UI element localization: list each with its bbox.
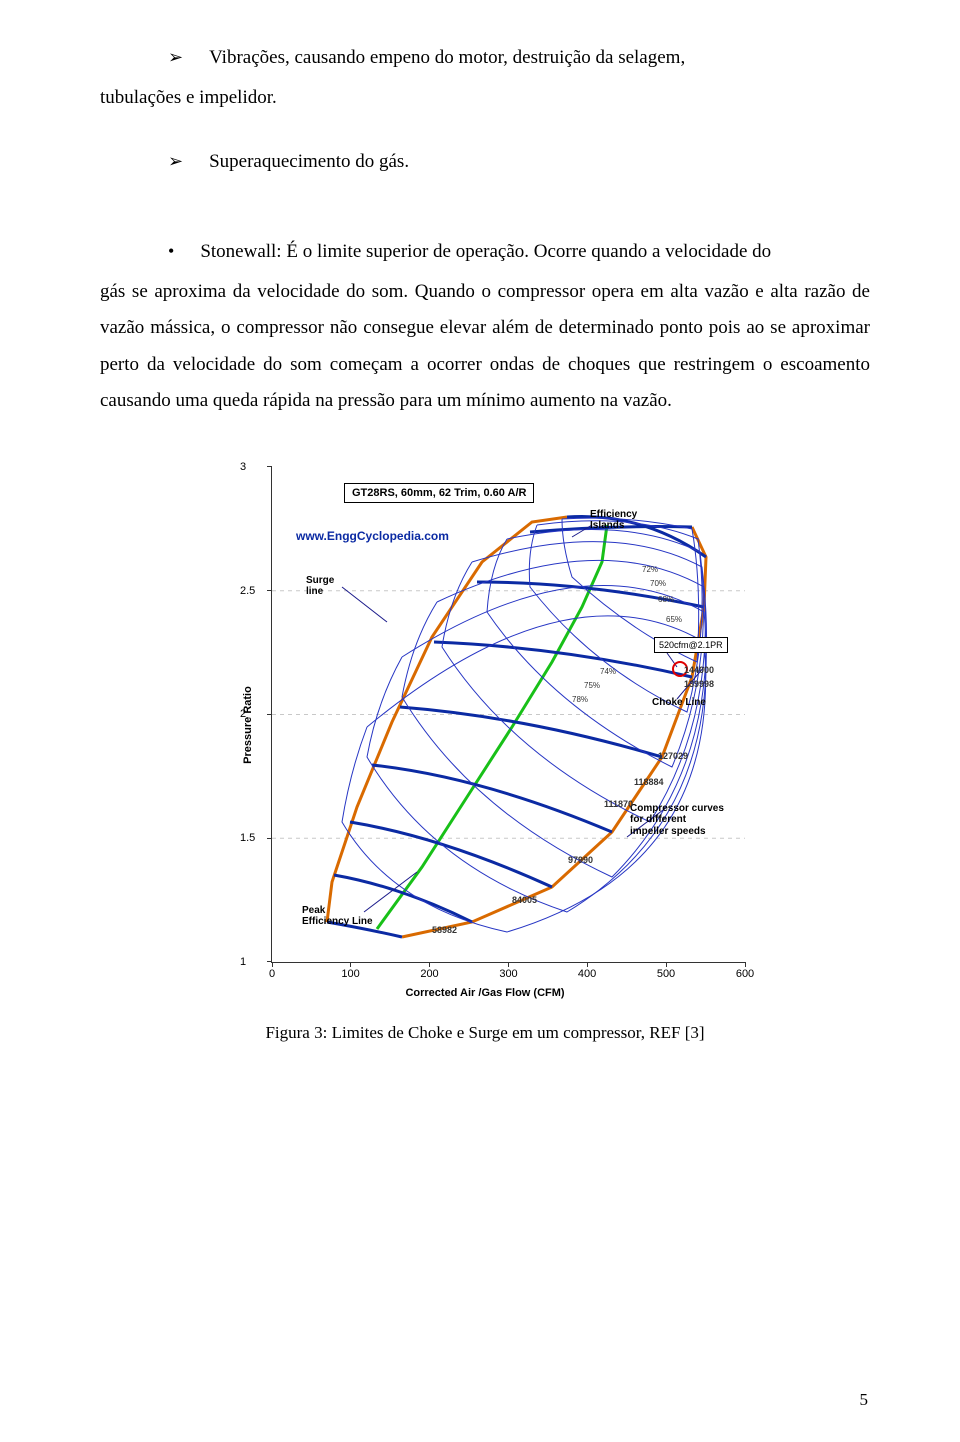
efficiency-label: 75%: [584, 681, 600, 690]
compressor-map-chart: Pressure Ratio Corrected Air /Gas Flow (…: [215, 455, 755, 995]
arrow-icon: ➢: [168, 144, 183, 178]
bullet-3-text: Stonewall: É o limite superior de operaç…: [200, 234, 870, 270]
figure-caption: Figura 3: Limites de Choke e Surge em um…: [265, 1023, 704, 1043]
paragraph-continuation: gás se aproxima da velocidade do som. Qu…: [100, 274, 870, 418]
x-tick-label: 500: [657, 968, 675, 980]
speed-label: 97990: [568, 855, 593, 865]
x-tick-label: 0: [269, 968, 275, 980]
speed-label: 144000: [684, 665, 714, 675]
efficiency-label: 70%: [650, 579, 666, 588]
efficiency-label: 78%: [572, 695, 588, 704]
arrow-icon: ➢: [168, 40, 183, 74]
page-number: 5: [860, 1390, 869, 1410]
bullet-item-1: ➢ Vibrações, causando empeno do motor, d…: [100, 40, 870, 76]
bullet-2-text: Superaquecimento do gás.: [209, 144, 870, 180]
annot-surge-line: Surge line: [306, 575, 334, 598]
speed-label: 84005: [512, 895, 537, 905]
speed-label: 127029: [658, 751, 688, 761]
annot-efficiency-islands: Efficiency Islands: [590, 509, 637, 532]
y-tick-label: 2: [240, 708, 246, 720]
x-tick-label: 100: [341, 968, 359, 980]
annot-choke-line: Choke Line: [652, 697, 706, 709]
y-tick-label: 1: [240, 956, 246, 968]
bullet-item-3: • Stonewall: É o limite superior de oper…: [100, 234, 870, 270]
speed-label: 58982: [432, 925, 457, 935]
y-tick-label: 1.5: [240, 832, 255, 844]
x-tick-label: 200: [420, 968, 438, 980]
speed-label: 118884: [634, 777, 664, 787]
y-axis-label: Pressure Ratio: [242, 686, 254, 764]
x-tick-label: 300: [499, 968, 517, 980]
annot-peak-efficiency: Peak Efficiency Line: [302, 905, 373, 928]
y-tick-label: 2.5: [240, 585, 255, 597]
x-axis-label: Corrected Air /Gas Flow (CFM): [405, 987, 564, 999]
x-tick-label: 600: [736, 968, 754, 980]
figure-container: Pressure Ratio Corrected Air /Gas Flow (…: [100, 455, 870, 1043]
bullet-1-continuation: tubulações e impelidor.: [100, 80, 870, 116]
x-tick-label: 400: [578, 968, 596, 980]
bullet-1-text: Vibrações, causando empeno do motor, des…: [209, 40, 870, 76]
y-tick-label: 3: [240, 461, 246, 473]
efficiency-label: 65%: [666, 615, 682, 624]
chart-title-box: GT28RS, 60mm, 62 Trim, 0.60 A/R: [344, 483, 534, 503]
annot-compressor-curves: Compressor curves for different impeller…: [630, 803, 724, 838]
annot-data-point-box: 520cfm@2.1PR: [654, 637, 728, 653]
plot-area: GT28RS, 60mm, 62 Trim, 0.60 A/R www.Engg…: [271, 467, 745, 963]
chart-source-url: www.EnggCyclopedia.com: [296, 529, 449, 543]
dot-icon: •: [168, 234, 174, 268]
efficiency-label: 74%: [600, 667, 616, 676]
speed-label: 111870: [604, 799, 633, 809]
speed-label: 139998: [684, 679, 714, 689]
bullet-item-2: ➢ Superaquecimento do gás.: [100, 144, 870, 180]
efficiency-label: 68%: [658, 595, 674, 604]
efficiency-label: 72%: [642, 565, 658, 574]
